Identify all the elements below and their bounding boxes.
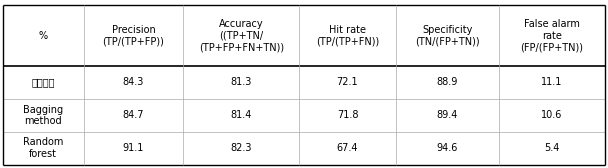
Text: Specificity
(TN/(FP+TN)): Specificity (TN/(FP+TN)) — [415, 25, 480, 46]
Bar — [3, 66, 83, 99]
Text: Accuracy
((TP+TN/
(TP+FP+FN+TN)): Accuracy ((TP+TN/ (TP+FP+FN+TN)) — [199, 19, 284, 52]
Bar — [3, 5, 83, 66]
Bar — [299, 66, 396, 99]
Text: 94.6: 94.6 — [437, 143, 458, 153]
Bar — [83, 66, 183, 99]
Bar — [83, 5, 183, 66]
Text: False alarm
rate
(FP/(FP+TN)): False alarm rate (FP/(FP+TN)) — [520, 19, 583, 52]
Text: Hit rate
(TP/(TP+FN)): Hit rate (TP/(TP+FN)) — [316, 25, 379, 46]
Text: 5.4: 5.4 — [544, 143, 559, 153]
Text: Bagging
method: Bagging method — [23, 104, 63, 126]
Bar — [3, 99, 83, 132]
Bar — [396, 132, 499, 165]
Text: 81.4: 81.4 — [230, 110, 252, 120]
Text: 81.3: 81.3 — [230, 77, 252, 87]
Bar — [299, 5, 396, 66]
Bar — [396, 99, 499, 132]
Bar — [183, 99, 299, 132]
Bar — [83, 132, 183, 165]
Text: 11.1: 11.1 — [541, 77, 562, 87]
Bar — [499, 5, 605, 66]
Text: 71.8: 71.8 — [337, 110, 358, 120]
Bar — [396, 66, 499, 99]
Bar — [183, 132, 299, 165]
Bar — [396, 5, 499, 66]
Bar — [499, 132, 605, 165]
Bar — [499, 66, 605, 99]
Text: 88.9: 88.9 — [437, 77, 458, 87]
Text: 84.7: 84.7 — [123, 110, 144, 120]
Text: %: % — [39, 31, 48, 40]
Bar — [3, 132, 83, 165]
Text: Precision
(TP/(TP+FP)): Precision (TP/(TP+FP)) — [103, 25, 164, 46]
Text: Random
forest: Random forest — [23, 137, 63, 159]
Text: 84.3: 84.3 — [123, 77, 144, 87]
Bar — [83, 99, 183, 132]
Bar — [183, 66, 299, 99]
Text: 82.3: 82.3 — [230, 143, 252, 153]
Bar — [499, 99, 605, 132]
Bar — [299, 99, 396, 132]
Text: 10.6: 10.6 — [541, 110, 562, 120]
Bar — [183, 5, 299, 66]
Text: 67.4: 67.4 — [337, 143, 358, 153]
Text: 72.1: 72.1 — [337, 77, 358, 87]
Bar — [299, 132, 396, 165]
Text: 89.4: 89.4 — [437, 110, 458, 120]
Text: 91.1: 91.1 — [123, 143, 144, 153]
Text: 나무모형: 나무모형 — [32, 77, 55, 87]
